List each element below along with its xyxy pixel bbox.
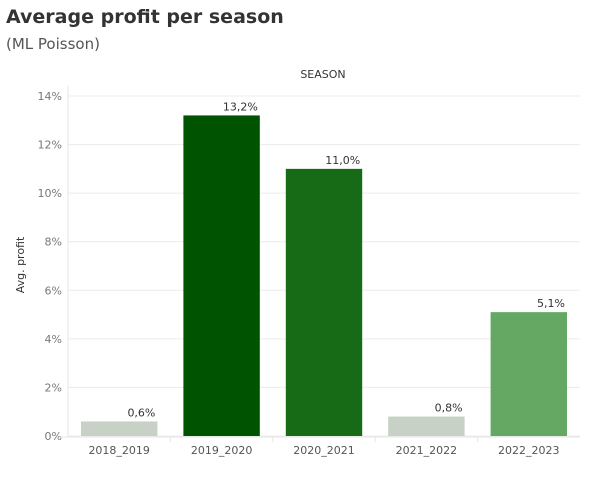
bar-2018_2019 <box>81 421 158 436</box>
data-label: 0,8% <box>435 402 463 415</box>
chart-title: Average profit per season <box>6 6 284 28</box>
x-tick-label: 2022_2023 <box>498 444 560 457</box>
x-tick-label: 2020_2021 <box>293 444 355 457</box>
y-tick-label: 0% <box>45 430 62 443</box>
bar-2019_2020 <box>183 115 260 436</box>
y-axis-label: Avg. profit <box>14 236 27 293</box>
x-tick-label: 2018_2019 <box>88 444 150 457</box>
y-tick-label: 8% <box>45 236 62 249</box>
bar-2021_2022 <box>388 416 465 436</box>
data-label: 11,0% <box>325 154 360 167</box>
y-tick-label: 12% <box>38 139 62 152</box>
data-label: 0,6% <box>127 406 155 419</box>
y-tick-label: 14% <box>38 90 62 103</box>
chart-subtitle: (ML Poisson) <box>6 35 100 53</box>
x-tick-label: 2019_2020 <box>191 444 253 457</box>
data-label: 5,1% <box>537 297 565 310</box>
column-header: SEASON <box>300 68 345 81</box>
bar-2022_2023 <box>490 312 567 436</box>
bar-2020_2021 <box>285 168 363 436</box>
y-tick-label: 2% <box>45 381 62 394</box>
y-tick-label: 4% <box>45 333 62 346</box>
x-tick-label: 2021_2022 <box>396 444 458 457</box>
y-tick-label: 10% <box>38 187 62 200</box>
y-tick-label: 6% <box>45 284 62 297</box>
data-label: 13,2% <box>223 100 258 113</box>
